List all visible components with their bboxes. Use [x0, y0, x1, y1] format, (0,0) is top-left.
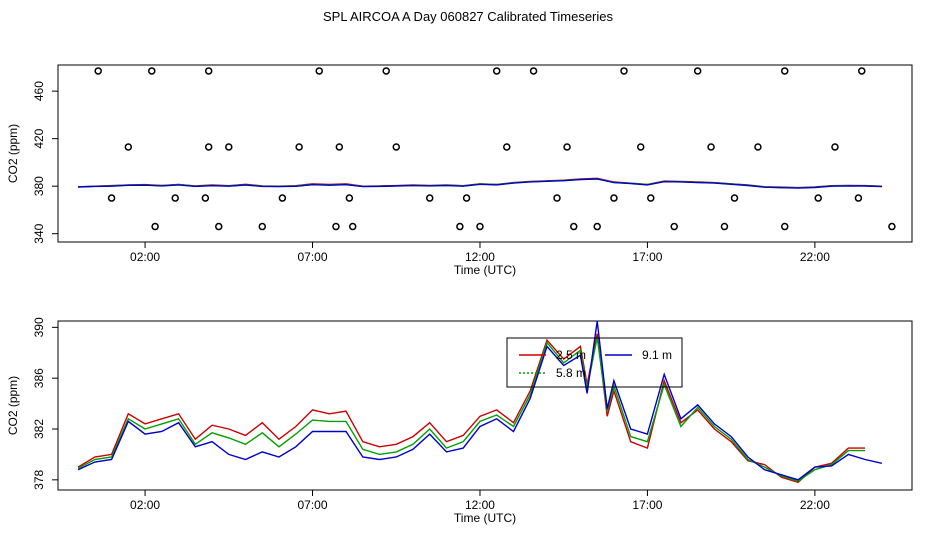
legend-box [506, 337, 683, 388]
x-axis-label: Time (UTC) [454, 263, 516, 277]
scatter-point [151, 222, 159, 231]
scatter-point [295, 143, 303, 151]
series-line-3 [77, 320, 883, 481]
scatter-point [854, 194, 863, 202]
plot-frame [57, 320, 913, 491]
scatter-point [278, 194, 287, 202]
scatter-point [754, 143, 762, 151]
series-line-1 [77, 333, 866, 484]
legend: 2.5 m 5.8 m 9.1 m [506, 337, 683, 388]
scatter-point [201, 194, 210, 202]
scatter-point [204, 143, 213, 151]
y-tick-label: 378 [32, 470, 46, 490]
y-axis-label: CO2 (ppm) [6, 376, 20, 435]
y-tick-label: 420 [32, 128, 46, 148]
y-tick-label: 390 [32, 317, 46, 337]
legend-label: 9.1 m [642, 348, 672, 362]
scatter-point [392, 143, 401, 151]
scatter-point [780, 67, 789, 75]
scatter-point [225, 143, 233, 151]
scatter-point [831, 143, 839, 151]
scatter-point [636, 143, 645, 151]
plot-frame [57, 64, 913, 243]
x-tick-label: 07:00 [298, 498, 328, 512]
scatter-point [720, 222, 729, 231]
y-tick-label: 386 [32, 368, 46, 388]
legend-label: 2.5 m [556, 348, 586, 362]
scatter-point [382, 67, 390, 75]
y-tick-label: 380 [32, 176, 46, 196]
y-tick-label: 340 [32, 223, 46, 243]
scatter-point [593, 222, 601, 231]
x-tick-label: 12:00 [465, 250, 495, 264]
scatter-point [888, 222, 896, 231]
scatter-point [780, 222, 789, 231]
scatter-point [315, 67, 323, 75]
scatter-point [707, 143, 715, 151]
x-tick-label: 22:00 [800, 498, 830, 512]
scatter-point [332, 222, 340, 231]
y-axis-label: CO2 (ppm) [6, 124, 20, 183]
scatter-point [569, 222, 578, 231]
scatter-point [171, 194, 179, 202]
y-tick-label: 460 [32, 81, 46, 101]
scatter-point [647, 194, 655, 202]
x-tick-label: 02:00 [130, 250, 160, 264]
x-tick-label: 22:00 [800, 250, 830, 264]
scatter-point [204, 67, 213, 75]
scatter-point [348, 222, 357, 231]
scatter-point [462, 194, 471, 202]
scatter-point [215, 222, 223, 231]
x-tick-label: 17:00 [632, 250, 662, 264]
scatter-point [670, 222, 678, 231]
scatter-point [814, 194, 822, 202]
x-tick-label: 12:00 [465, 498, 495, 512]
top-panel: 02:00 07:00 12:00 17:00 22:00 Time (UTC) 340 38… [6, 64, 913, 277]
scatter-point [492, 67, 501, 75]
scatter-point [258, 222, 267, 231]
scatter-point [610, 194, 618, 202]
scatter-point [693, 67, 702, 75]
x-tick-label: 17:00 [632, 498, 662, 512]
scatter-point [456, 222, 464, 231]
scatter-point [107, 194, 116, 202]
x-tick-label: 07:00 [298, 250, 328, 264]
chart-title: SPL AIRCOA A Day 060827 Calibrated Times… [322, 9, 613, 24]
scatter-point [503, 143, 511, 151]
y-tick-label: 382 [32, 419, 46, 439]
scatter-point [858, 67, 866, 75]
x-axis-label: Time (UTC) [454, 511, 516, 525]
scatter-point [124, 143, 133, 151]
scatter-point [529, 67, 538, 75]
scatter-point [563, 143, 571, 151]
series-line-2 [77, 337, 866, 482]
scatter-point [148, 67, 156, 75]
scatter-point [730, 194, 739, 202]
scatter-point [553, 194, 561, 202]
x-tick-label: 02:00 [130, 498, 160, 512]
scatter-point [425, 194, 434, 202]
scatter-point [345, 194, 354, 202]
legend-label: 5.8 m [556, 366, 586, 380]
scatter-point [620, 67, 628, 75]
scatter-point [335, 143, 344, 151]
scatter-point [476, 222, 484, 231]
series-line-3 [78, 178, 882, 189]
bottom-panel: 02:00 07:00 12:00 17:00 22:00 Time (UTC) 378 38… [6, 317, 913, 525]
scatter-point [94, 67, 102, 75]
